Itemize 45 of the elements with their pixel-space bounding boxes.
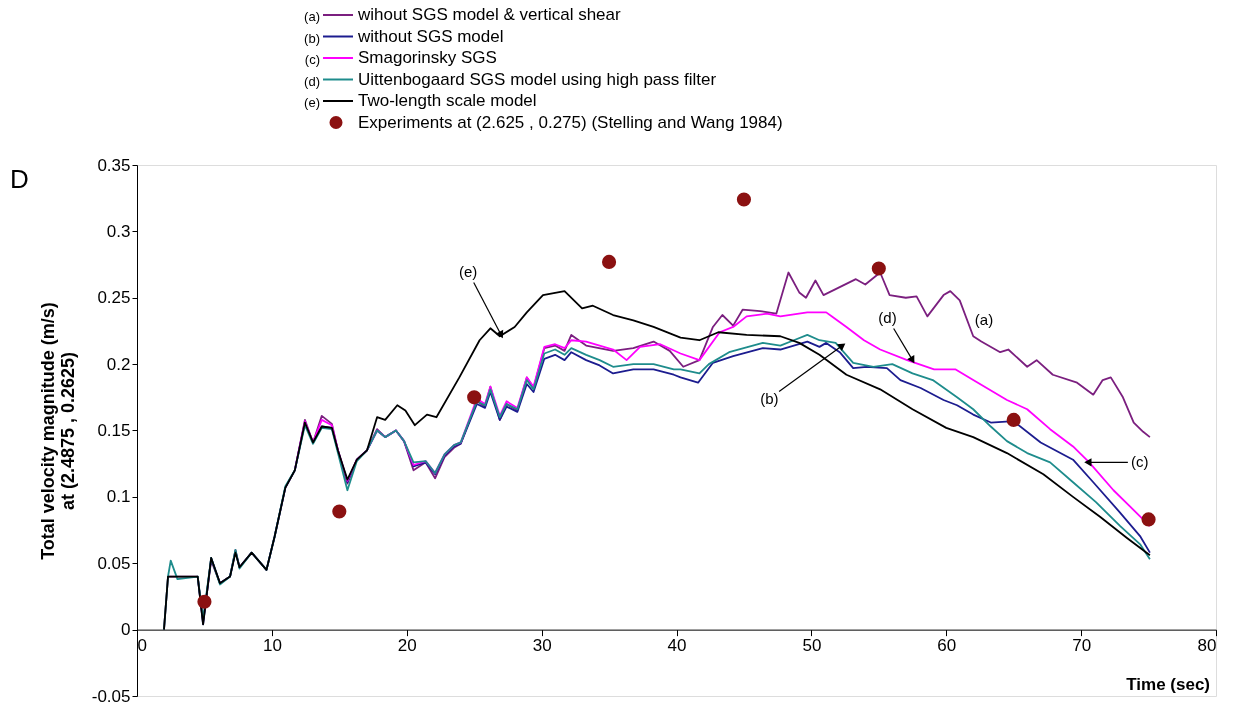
point (1141, 512, 1156, 527)
x-tick-label: 0 (137, 636, 147, 656)
legend-label: wihout SGS model & vertical shear (357, 5, 622, 24)
x-tick-label: 40 (667, 636, 687, 656)
x-tick-label: 70 (1072, 636, 1092, 656)
annotation: (b) (760, 389, 779, 407)
text: (b) (304, 30, 320, 46)
legend-label: Uittenbogaard SGS model using high pass filter (358, 69, 717, 89)
text: (d) (304, 73, 320, 89)
y-tick-label: 0.15 (97, 421, 131, 440)
y-tick-label: 0.35 (97, 155, 131, 175)
y-tick-label: -0.05 (91, 686, 131, 706)
y-tick-label: 0.25 (97, 288, 131, 308)
x-tick-label: 10 (262, 636, 282, 656)
point (467, 390, 482, 405)
annotation: (a) (974, 311, 994, 328)
y-tick-label: 0.05 (97, 553, 131, 573)
point (197, 594, 212, 609)
text: (a) (304, 9, 320, 24)
legend-label: Two-length scale model (358, 91, 537, 110)
legend-label: Experiments at (2.625 , 0.275) (Stelling and Wang 1984) (358, 112, 783, 132)
annotation: (d) (878, 309, 897, 327)
y-axis-title: Total velocity magnitude (m/s) at (2.4875 , 0.2625) (37, 302, 78, 560)
point (332, 504, 347, 519)
annotation: (c) (1131, 453, 1149, 471)
point (601, 254, 617, 269)
annotation: (e) (458, 262, 478, 280)
text: (e) (304, 95, 320, 110)
y-tick-label: 0.3 (106, 221, 131, 241)
x-tick-label: 50 (802, 636, 822, 656)
y-tick-label: 0.2 (106, 354, 131, 374)
x-tick-label: 30 (532, 636, 552, 656)
legend-label: Smagorinsky SGS (358, 48, 497, 67)
y-tick-label: 0 (121, 620, 131, 640)
y-tick-label: 0.1 (106, 487, 131, 507)
x-tick-label: 80 (1197, 636, 1217, 656)
text: (c) (304, 52, 320, 67)
x-tick-label: 20 (397, 636, 417, 656)
point (736, 192, 752, 207)
x-tick-label: 60 (937, 636, 957, 656)
legend-label: without SGS model (357, 26, 504, 46)
point (871, 261, 886, 276)
point (1006, 412, 1021, 427)
x-axis-title: Time (sec) (1126, 675, 1210, 694)
chart-title: D (10, 164, 29, 194)
